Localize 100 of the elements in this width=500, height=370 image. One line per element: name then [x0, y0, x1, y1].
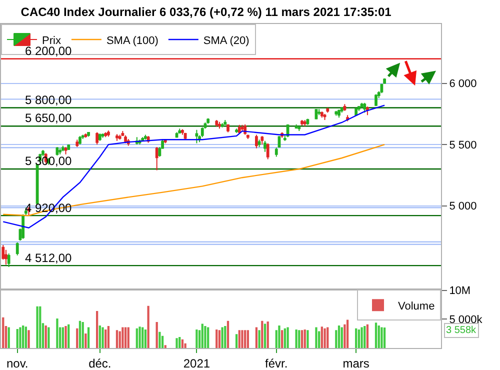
legend-label: SMA (100) — [106, 34, 158, 47]
candlestick — [118, 134, 122, 140]
bar — [286, 327, 289, 348]
candlestick — [16, 242, 19, 256]
bar — [161, 336, 164, 348]
bar — [216, 330, 218, 348]
candlestick — [318, 108, 321, 116]
y-tick-label: 5 500 — [449, 139, 477, 152]
candlestick — [224, 120, 227, 126]
bar — [358, 330, 360, 348]
bar — [82, 322, 84, 348]
bar — [380, 327, 383, 348]
bar — [315, 327, 318, 348]
candlestick — [61, 145, 64, 152]
bar — [122, 327, 124, 348]
candlestick — [226, 124, 230, 133]
bar — [44, 325, 47, 348]
x-tick-label: févr. — [265, 356, 288, 370]
bar — [374, 322, 378, 348]
bar — [144, 330, 147, 348]
candlestick — [238, 124, 241, 134]
candlestick — [354, 107, 358, 116]
bar — [258, 330, 260, 348]
bar — [62, 327, 64, 348]
candlestick — [104, 132, 108, 138]
bar — [48, 327, 50, 348]
candlestick — [4, 249, 8, 266]
candlestick — [338, 109, 340, 118]
bar — [107, 326, 110, 348]
bar — [124, 327, 127, 348]
bar — [318, 331, 320, 348]
bar — [306, 330, 309, 348]
bar — [346, 320, 349, 348]
bar — [2, 317, 4, 348]
bar — [326, 327, 329, 348]
bar — [246, 330, 249, 348]
bar — [68, 324, 70, 348]
bar — [96, 311, 98, 348]
y-tick-label: 5 000 — [449, 200, 477, 213]
bar — [196, 330, 198, 348]
chart-title: CAC40 Index Journalier 6 033,76 (+0,72 %) 11 mars 2021 17:35:01 — [20, 5, 392, 20]
x-tick-label: déc. — [88, 356, 112, 370]
bar — [284, 328, 286, 348]
bar — [320, 326, 323, 348]
candlestick — [383, 78, 386, 84]
bar — [116, 330, 118, 348]
bar — [76, 328, 78, 348]
bar — [24, 326, 27, 348]
candlestick — [78, 135, 82, 146]
bar — [136, 328, 138, 348]
bar — [298, 330, 300, 348]
bar — [118, 331, 121, 348]
line-series — [2, 144, 386, 216]
bar — [235, 334, 238, 348]
bar — [22, 325, 24, 348]
candlestick — [303, 120, 306, 127]
candlestick — [240, 124, 244, 131]
candlestick — [206, 118, 210, 124]
bar — [340, 327, 343, 348]
bar — [221, 327, 224, 348]
candlestick — [200, 126, 204, 138]
candlestick — [218, 121, 221, 130]
candlestick — [274, 147, 278, 158]
candlestick — [107, 130, 110, 138]
ref-line-label: 4 512,00 — [25, 251, 72, 265]
candlestick — [58, 148, 62, 155]
bar — [378, 325, 380, 348]
bar — [324, 328, 326, 348]
candlestick — [98, 133, 102, 142]
bar — [176, 338, 178, 348]
candlestick — [255, 134, 258, 149]
bar — [226, 320, 230, 348]
candlestick — [220, 122, 224, 128]
candlestick — [124, 134, 127, 144]
candlestick — [181, 128, 184, 136]
bar — [238, 330, 240, 348]
x-tick-label: mars — [342, 356, 370, 370]
bar — [138, 326, 141, 348]
bar — [364, 326, 366, 348]
candlestick — [357, 105, 360, 112]
candlestick — [300, 120, 304, 126]
candlestick — [334, 110, 338, 116]
bar — [278, 325, 280, 348]
bar — [28, 330, 30, 348]
bar — [295, 330, 298, 348]
bar — [36, 306, 38, 348]
bar — [8, 327, 10, 348]
bar — [304, 330, 306, 348]
candlestick — [178, 128, 182, 134]
legend-label: SMA (20) — [203, 34, 250, 47]
candlestick — [363, 102, 366, 114]
line-series — [2, 104, 386, 228]
bar — [84, 334, 87, 348]
candlestick — [96, 132, 99, 146]
legend-label: Volume — [398, 300, 435, 312]
candlestick — [64, 146, 68, 155]
candlestick — [294, 124, 298, 130]
y-tick-label: 5 000k — [449, 314, 483, 326]
candlestick — [366, 106, 369, 116]
candlestick — [360, 102, 364, 108]
